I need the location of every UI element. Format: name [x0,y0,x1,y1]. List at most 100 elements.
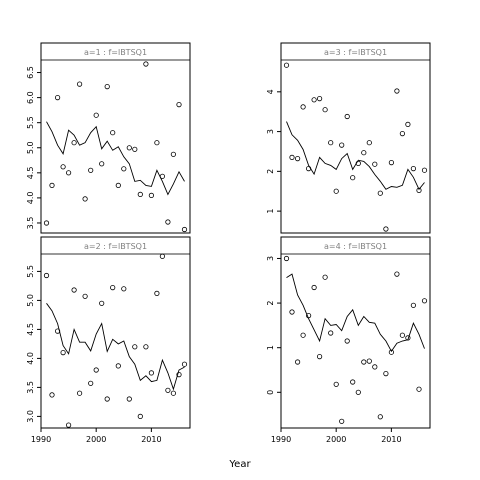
data-point [176,102,182,108]
data-point [99,300,105,306]
y-tick-label: 4.5 [26,166,35,179]
y-tick-label: 1 [266,345,275,350]
panel-2: a=3 : f=lBTSQ1 1 2 3 4 [266,42,431,234]
y-tick-label: 3.0 [26,410,35,423]
y-tick-label: 0 [266,390,275,395]
data-point [311,284,317,291]
panel-title: a=3 : f=lBTSQ1 [324,48,387,57]
data-point [43,272,50,279]
x-tick-label: 2000 [86,435,106,444]
data-point [60,164,66,170]
data-point [159,173,165,179]
data-point [71,287,77,293]
data-point [137,191,143,197]
data-point [110,284,116,291]
data-point [99,161,105,167]
data-point [66,422,72,428]
data-point [181,226,188,233]
data-point [421,298,428,304]
data-point [121,166,127,172]
data-point [43,220,50,226]
data-point [394,271,400,277]
data-point [104,396,110,402]
data-point [339,418,345,424]
data-point [170,151,176,157]
data-point [333,381,339,387]
x-axis-label: Year [228,459,251,470]
data-point [366,358,372,364]
x-tick-label: 1990 [271,435,291,444]
data-point [88,167,94,173]
panel-1: a=1 : f=lBTSQ1 3.5 4.0 4.5 5.0 5.5 6.0 6.5 [26,42,191,234]
panel-frame [40,236,191,429]
panel-title: a=1 : f=lBTSQ1 [84,48,147,57]
data-point [159,253,165,259]
data-point [350,175,356,181]
data-point [126,145,132,151]
y-tick-label: 5.5 [26,116,35,129]
y-tick-label: 6.5 [26,66,35,79]
data-point [322,107,328,113]
data-point [355,160,361,166]
x-tick-label: 1990 [31,435,51,444]
y-tick-label: 4.0 [26,192,35,205]
data-point [82,196,88,202]
y-tick-label: 5.0 [26,294,35,307]
data-point [93,367,99,373]
data-point [416,187,422,193]
data-point [165,219,171,225]
data-point [110,130,116,136]
panel-title: a=4 : f=lBTSQ1 [324,242,387,251]
data-point [388,349,394,355]
data-point [405,335,411,341]
data-point [104,84,110,90]
data-point [49,392,55,398]
data-point [305,312,312,319]
data-point [328,330,334,336]
data-point [410,302,416,308]
data-point [115,363,121,369]
trend-line [46,121,185,196]
y-tick-label: 3 [266,129,275,134]
data-point [143,344,149,350]
data-point [148,192,154,198]
data-point [311,97,317,103]
data-point [77,81,83,87]
x-tick-label: 2000 [326,435,346,444]
data-point [283,255,290,262]
data-point [132,146,138,152]
data-point [372,364,378,370]
data-point [361,359,367,365]
data-point [294,156,301,162]
trend-line [286,273,425,353]
data-point [49,182,55,188]
data-point [333,188,339,194]
y-tick-label: 6.0 [26,91,35,104]
panel-frame [280,236,431,429]
data-point [88,380,94,386]
data-point [366,140,372,146]
data-point [339,142,345,148]
data-point [344,113,350,120]
data-point [300,104,306,110]
data-point [316,96,323,102]
data-point [93,112,99,118]
y-tick-label: 3.5 [26,217,35,230]
data-point [54,328,61,334]
data-point [283,62,290,68]
data-point [77,390,83,396]
y-tick-label: 5.5 [26,265,35,278]
data-point [121,286,127,292]
data-point [132,344,138,350]
y-tick-label: 2 [266,169,275,174]
data-point [126,396,132,402]
data-point [361,150,367,156]
data-point [66,170,72,176]
x-tick-label: 2010 [381,435,401,444]
y-tick-label: 4.0 [26,352,35,365]
data-point [71,140,77,146]
panel-frame [280,42,431,234]
y-tick-label: 3.5 [26,381,35,394]
data-point [176,371,182,378]
